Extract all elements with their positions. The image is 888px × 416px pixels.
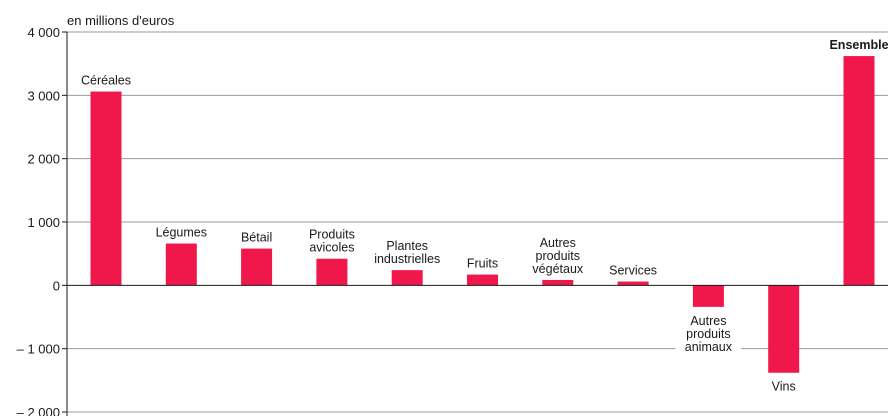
bar (316, 258, 348, 286)
label-background (826, 38, 888, 53)
bars (90, 56, 875, 373)
category-label-line: Plantes (386, 239, 428, 253)
category-label-line: Céréales (81, 74, 131, 88)
y-tick-label: 4 000 (27, 25, 60, 40)
label-background (151, 225, 211, 240)
y-tick-label: 3 000 (27, 88, 60, 103)
grid-lines (67, 31, 888, 413)
category-label-line: produits (536, 249, 580, 263)
category-label-line: industrielles (374, 252, 440, 266)
category-label-text: Autres produits végétaux (532, 236, 583, 276)
label-background (356, 239, 458, 267)
unit-label: en millions d'euros (67, 13, 175, 28)
category-label: Plantes industrielles (356, 239, 458, 267)
label-background (675, 313, 742, 354)
category-label-text: Céréales (81, 74, 131, 88)
category-label-text: Produits avicoles (309, 228, 355, 255)
label-background (764, 379, 803, 394)
category-label-line: Bétail (241, 231, 272, 245)
y-tick-label: – 1 000 (17, 342, 60, 357)
label-background (230, 230, 283, 245)
category-label-line: Produits (309, 228, 355, 242)
bar (90, 91, 122, 286)
category-label-line: Services (609, 264, 657, 278)
y-tick-label: – 2 000 (17, 405, 60, 416)
category-label: Légumes (151, 225, 211, 240)
bar (617, 281, 649, 286)
category-label: Fruits (456, 256, 509, 271)
category-label-text: Légumes (156, 226, 207, 240)
category-label: Services (600, 263, 667, 278)
label-background (524, 235, 591, 276)
bar (768, 285, 800, 373)
category-label: Bétail (230, 230, 283, 245)
category-label-text: Fruits (467, 257, 498, 271)
category-label-line: végétaux (532, 262, 583, 276)
category-label-line: Autres (690, 314, 726, 328)
category-label-text: Plantes industrielles (374, 239, 440, 266)
y-axis-ticks: 4 000 3 000 2 000 1 000 0 – 1 000 – 2 000 (17, 25, 67, 416)
bar (165, 243, 197, 286)
y-tick-label: 2 000 (27, 152, 60, 167)
category-labels: Céréales Légumes Bétail Produits avicoles Pla… (73, 38, 888, 394)
category-label-text: Bétail (241, 231, 272, 245)
label-background (298, 227, 365, 255)
category-label: Produits avicoles (298, 227, 365, 255)
category-label-line: animaux (685, 340, 733, 354)
category-label-text: Services (609, 264, 657, 278)
category-label-text: Vins (772, 380, 796, 394)
category-label: Autres produits végétaux (524, 235, 591, 276)
y-tick-label: 1 000 (27, 215, 60, 230)
label-background (456, 256, 509, 271)
y-tick-label: 0 (53, 278, 60, 293)
category-label-line: avicoles (309, 241, 354, 255)
bar (692, 285, 724, 307)
category-label-line: Autres (540, 236, 576, 250)
category-label: Céréales (73, 73, 139, 88)
bar (467, 274, 498, 286)
category-label-line: Vins (772, 380, 796, 394)
category-label-text: Autres produits animaux (685, 314, 733, 354)
category-label-line: Fruits (467, 257, 498, 271)
category-label: Autres produits animaux (675, 313, 742, 354)
category-label: Vins (764, 379, 803, 394)
category-label-line: produits (686, 327, 730, 341)
category-label-line: Ensemble (829, 38, 888, 52)
label-background (600, 263, 667, 278)
bar (542, 279, 574, 286)
label-background (73, 73, 139, 88)
bar (241, 248, 273, 286)
category-label-line: Légumes (156, 226, 207, 240)
category-label: Ensemble (826, 38, 888, 53)
bar (391, 270, 423, 286)
bar (843, 56, 875, 286)
category-label-text: Ensemble (829, 38, 888, 52)
